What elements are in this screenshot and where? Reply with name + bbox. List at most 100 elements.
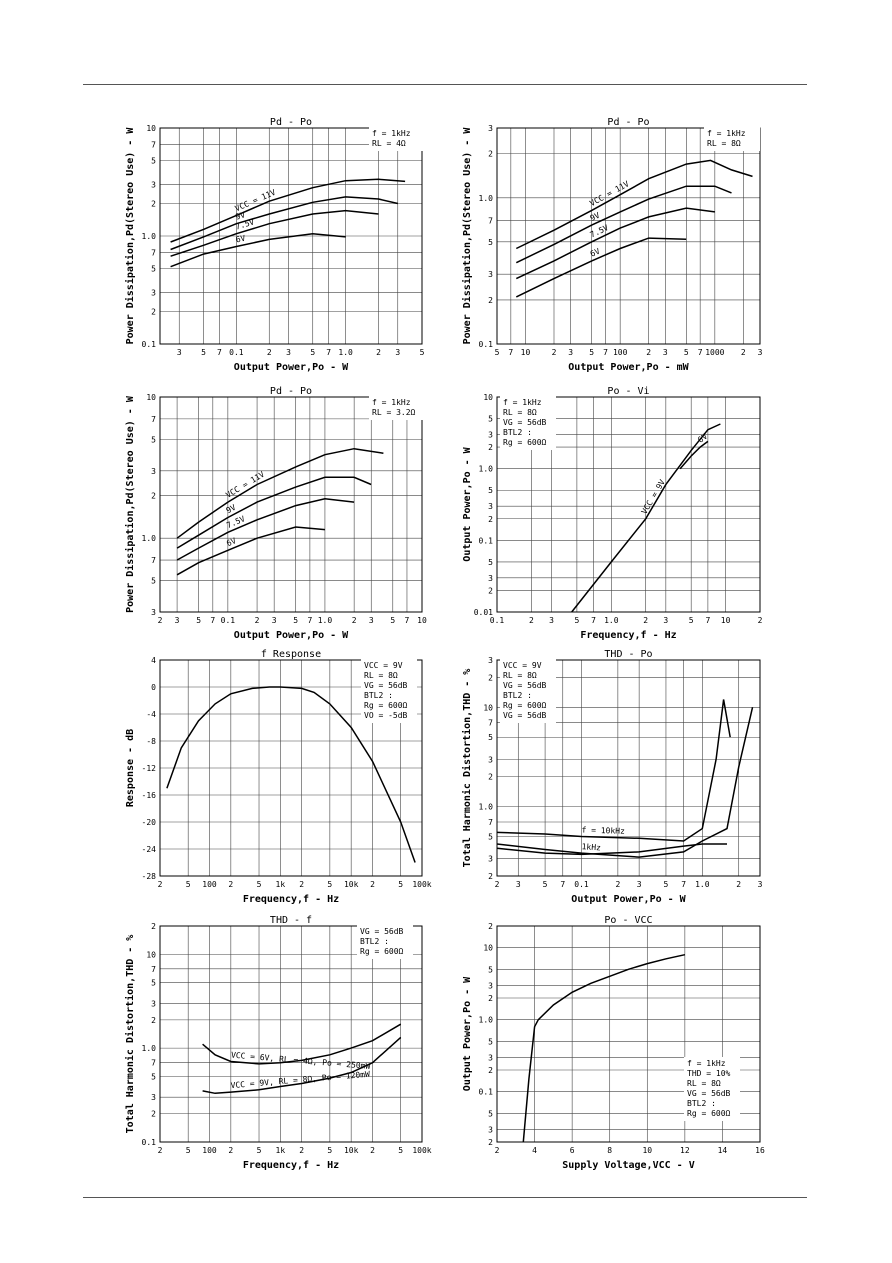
annotation-text: Rg = 600Ω	[360, 947, 404, 956]
y-tick-label: 2	[488, 1066, 493, 1075]
y-tick-label: -4	[146, 710, 156, 719]
y-tick-label: 3	[488, 430, 493, 439]
annotation-text: THD = 10%	[687, 1069, 731, 1078]
x-axis-label: Frequency,f - Hz	[243, 894, 339, 905]
y-tick-label: 3	[488, 502, 493, 511]
series-label: 6V	[589, 247, 602, 259]
y-tick-label: 10	[146, 393, 156, 402]
x-tick-label: 3	[637, 880, 642, 889]
x-tick-label: 2	[615, 880, 620, 889]
x-tick-label: 5	[420, 348, 425, 357]
x-tick-label: 10	[417, 616, 427, 625]
x-tick-label: 5	[390, 616, 395, 625]
x-tick-label: 2	[736, 880, 741, 889]
series-label: 6V	[235, 234, 246, 245]
annotation-text: f = 1kHz	[372, 398, 411, 407]
x-tick-label: 5	[327, 880, 332, 889]
plot-frame	[496, 396, 761, 613]
y-tick-label: 3	[151, 608, 156, 617]
y-tick-label: 7	[488, 818, 493, 827]
annotation-text: VG = 56dB	[687, 1089, 731, 1098]
y-tick-label: 3	[151, 288, 156, 297]
y-tick-label: 3	[488, 656, 493, 665]
y-tick-label: 0.1	[479, 340, 494, 349]
x-tick-label: 8	[607, 1146, 612, 1155]
y-tick-label: 0.1	[142, 1138, 157, 1147]
y-tick-label: -20	[142, 818, 157, 827]
annotation-text: RL = 8Ω	[364, 671, 398, 680]
y-tick-label: 2	[151, 307, 156, 316]
x-tick-label: 7	[681, 880, 686, 889]
y-tick-label: 2	[488, 872, 493, 881]
series-label: 6V	[225, 536, 238, 548]
chart-c6: 2 3 5 7 0.1 2 3 5 7 1.0 2 3 2 3 5 7 1.0 2 3 5 7 10 2 3 THD - Po O…	[461, 649, 763, 905]
x-tick-label: 5	[186, 1146, 191, 1155]
y-tick-label: 2	[488, 922, 493, 931]
x-tick-label: 6	[570, 1146, 575, 1155]
x-tick-label: 7	[405, 616, 410, 625]
y-tick-label: 3	[151, 999, 156, 1008]
chart-c4: 0.1 2 3 5 7 1.0 2 3 5 7 10 2 0.01 2 3 5 0.1 2 3 5 1.0 2 3 5 10 Po…	[462, 386, 763, 641]
series-line	[176, 476, 372, 549]
annotation-bg	[500, 659, 556, 723]
x-tick-label: 5	[589, 348, 594, 357]
y-tick-label: 5	[488, 238, 493, 247]
x-tick-label: 10	[721, 616, 731, 625]
y-tick-label: 2	[488, 586, 493, 595]
x-tick-label: 3	[663, 348, 668, 357]
x-axis-label: Output Power,Po - W	[234, 362, 349, 373]
series-line	[515, 237, 687, 298]
y-tick-label: 1.0	[479, 1016, 494, 1025]
series-line	[496, 699, 731, 842]
series-line	[496, 707, 754, 858]
x-axis-label: Frequency,f - Hz	[580, 630, 676, 641]
y-tick-label: 10	[483, 703, 493, 712]
y-tick-label: 2	[151, 199, 156, 208]
x-axis-label: Supply Voltage,VCC - V	[562, 1160, 694, 1171]
y-axis-label: Power Dissipation,Pd(Stereo Use) - W	[461, 127, 473, 345]
y-axis-label: Output Power,Po - W	[462, 446, 473, 561]
x-tick-label: 3	[395, 348, 400, 357]
y-tick-label: 0.1	[142, 340, 157, 349]
series-line	[176, 447, 384, 539]
series-label: VCC = 6V, RL = 4Ω, Po = 250mW	[231, 1051, 371, 1071]
annotation-text: BTL2 :	[503, 428, 532, 437]
x-tick-label: 2	[643, 616, 648, 625]
x-tick-label: 10	[642, 1146, 652, 1155]
y-tick-label: 1.0	[479, 194, 494, 203]
y-tick-label: 2	[488, 150, 493, 159]
series-line	[515, 185, 732, 264]
x-tick-label: 7	[508, 348, 513, 357]
x-tick-label: 2	[352, 616, 357, 625]
y-tick-label: 10	[483, 393, 493, 402]
y-tick-label: 1.0	[479, 803, 494, 812]
x-tick-label: 2	[228, 1146, 233, 1155]
x-tick-label: 5	[310, 348, 315, 357]
y-tick-label: -16	[142, 791, 157, 800]
annotation-text: Rg = 600Ω	[687, 1109, 731, 1118]
y-tick-label: 7	[151, 415, 156, 424]
annotation-bg	[500, 396, 556, 450]
y-tick-label: 3	[488, 1053, 493, 1062]
x-tick-label: 7	[307, 616, 312, 625]
annotation-text: VO = -5dB	[364, 711, 408, 720]
y-tick-label: 2	[488, 296, 493, 305]
x-tick-label: 2	[646, 348, 651, 357]
x-tick-label: 0.1	[574, 880, 589, 889]
y-tick-label: 7	[151, 141, 156, 150]
x-tick-label: 5	[689, 616, 694, 625]
x-tick-label: 2	[158, 880, 163, 889]
annotation-text: BTL2 :	[360, 937, 389, 946]
x-tick-label: 10k	[344, 1146, 359, 1155]
annotation-text: f = 1kHz	[707, 129, 746, 138]
x-tick-label: 14	[718, 1146, 728, 1155]
annotation-text: BTL2 :	[364, 691, 393, 700]
y-tick-label: 7	[488, 719, 493, 728]
annotation-bg	[684, 1057, 740, 1121]
annotation-text: RL = 3.2Ω	[372, 408, 416, 417]
y-tick-label: -8	[146, 737, 156, 746]
x-tick-label: 0.1	[490, 616, 505, 625]
series-label: 9V	[234, 210, 246, 221]
x-tick-label: 2	[741, 348, 746, 357]
